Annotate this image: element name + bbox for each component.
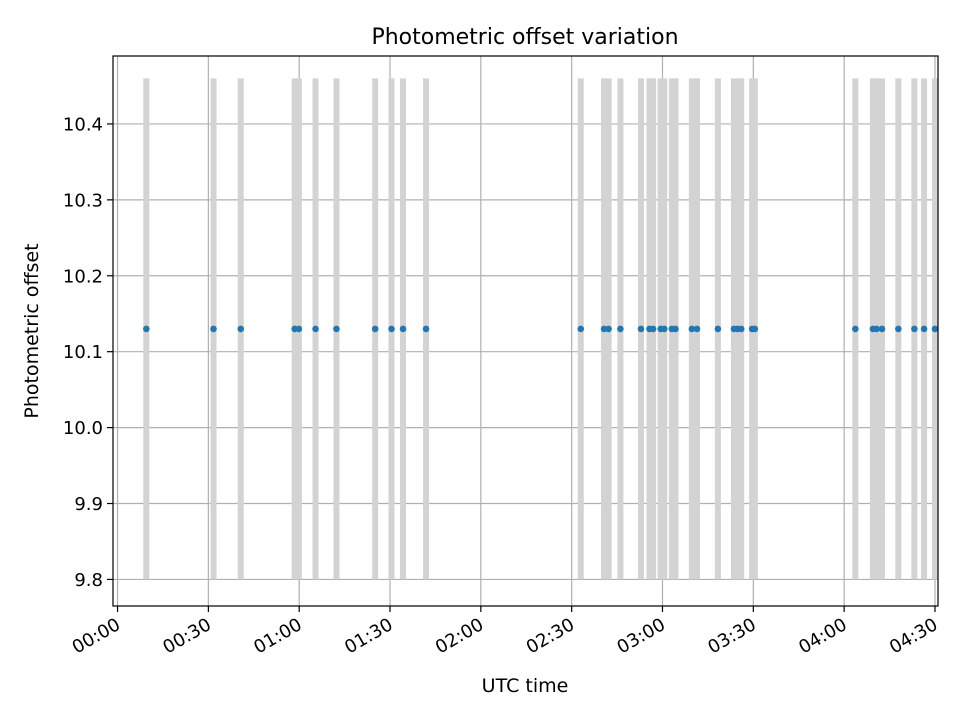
data-point — [931, 325, 939, 333]
data-point — [333, 325, 340, 333]
data-point — [714, 325, 722, 333]
data-point — [312, 325, 319, 333]
y-tick-label: 10.0 — [63, 418, 103, 439]
point-layer — [143, 325, 939, 333]
data-point — [210, 325, 217, 333]
data-point — [617, 325, 624, 333]
data-point — [895, 325, 902, 333]
data-point — [661, 325, 668, 333]
data-point — [920, 325, 928, 333]
y-axis-label: Photometric offset — [21, 243, 43, 418]
data-point — [143, 325, 150, 333]
data-point — [873, 325, 880, 333]
data-point — [237, 325, 245, 333]
data-point — [600, 325, 608, 333]
data-point — [649, 325, 657, 333]
y-tick-label: 9.9 — [74, 494, 103, 515]
data-point — [693, 325, 701, 333]
axes-frame — [112, 55, 939, 607]
data-point — [371, 325, 379, 333]
y-tick-label: 10.4 — [63, 114, 103, 135]
data-point — [295, 325, 303, 333]
data-point — [637, 325, 645, 333]
data-point — [911, 325, 918, 333]
data-point — [577, 325, 585, 333]
data-point — [852, 325, 859, 333]
chart-title: Photometric offset variation — [371, 25, 678, 50]
data-point — [672, 325, 679, 333]
data-point — [878, 325, 886, 333]
data-point — [751, 325, 759, 333]
y-tick-label: 10.2 — [63, 266, 103, 287]
data-point — [422, 325, 430, 333]
y-tick-label: 10.3 — [63, 190, 103, 211]
data-point — [605, 325, 612, 333]
data-point — [388, 325, 395, 333]
y-tick-label: 10.1 — [63, 342, 103, 363]
data-point — [737, 325, 745, 333]
x-axis-label: UTC time — [482, 675, 569, 697]
y-tick-label: 9.8 — [74, 570, 103, 591]
data-point — [688, 325, 696, 333]
data-point — [399, 325, 407, 333]
